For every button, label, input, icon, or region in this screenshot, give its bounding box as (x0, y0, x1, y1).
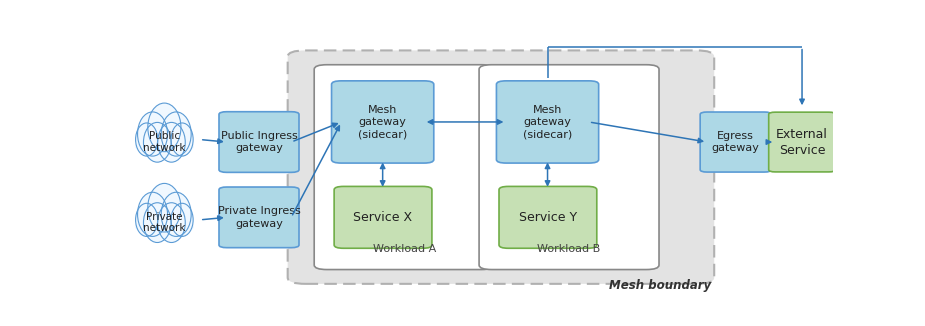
Ellipse shape (157, 122, 185, 162)
Text: Mesh
gateway
(sidecar): Mesh gateway (sidecar) (358, 105, 407, 139)
Text: Workload A: Workload A (373, 244, 436, 254)
Ellipse shape (171, 203, 193, 236)
Text: Service X: Service X (353, 211, 413, 224)
FancyBboxPatch shape (479, 65, 659, 270)
FancyBboxPatch shape (334, 186, 432, 248)
Text: External
Service: External Service (776, 127, 828, 156)
FancyBboxPatch shape (700, 112, 771, 172)
FancyBboxPatch shape (288, 51, 714, 284)
Ellipse shape (135, 137, 194, 156)
FancyBboxPatch shape (314, 65, 494, 270)
Ellipse shape (136, 203, 157, 236)
Text: Service Y: Service Y (519, 211, 577, 224)
FancyBboxPatch shape (497, 81, 598, 163)
Ellipse shape (171, 123, 193, 156)
Text: Mesh boundary: Mesh boundary (609, 279, 710, 292)
Ellipse shape (135, 217, 194, 236)
Ellipse shape (138, 192, 167, 236)
Ellipse shape (161, 192, 191, 236)
Ellipse shape (138, 112, 167, 156)
FancyBboxPatch shape (769, 112, 835, 172)
Ellipse shape (157, 203, 185, 243)
Text: Public
network: Public network (143, 131, 186, 153)
Text: Private
network: Private network (143, 212, 186, 233)
Ellipse shape (143, 122, 171, 162)
Text: Egress
gateway: Egress gateway (711, 131, 759, 153)
Ellipse shape (136, 123, 157, 156)
Text: Mesh
gateway
(sidecar): Mesh gateway (sidecar) (523, 105, 573, 139)
FancyBboxPatch shape (331, 81, 434, 163)
Ellipse shape (148, 184, 181, 232)
Text: Workload B: Workload B (537, 244, 600, 254)
FancyBboxPatch shape (219, 112, 299, 172)
FancyBboxPatch shape (499, 186, 597, 248)
Ellipse shape (148, 103, 181, 152)
Text: Public Ingress
gateway: Public Ingress gateway (221, 131, 297, 153)
FancyBboxPatch shape (219, 187, 299, 248)
Text: Private Ingress
gateway: Private Ingress gateway (217, 206, 301, 229)
Ellipse shape (143, 203, 171, 243)
Ellipse shape (161, 112, 191, 156)
